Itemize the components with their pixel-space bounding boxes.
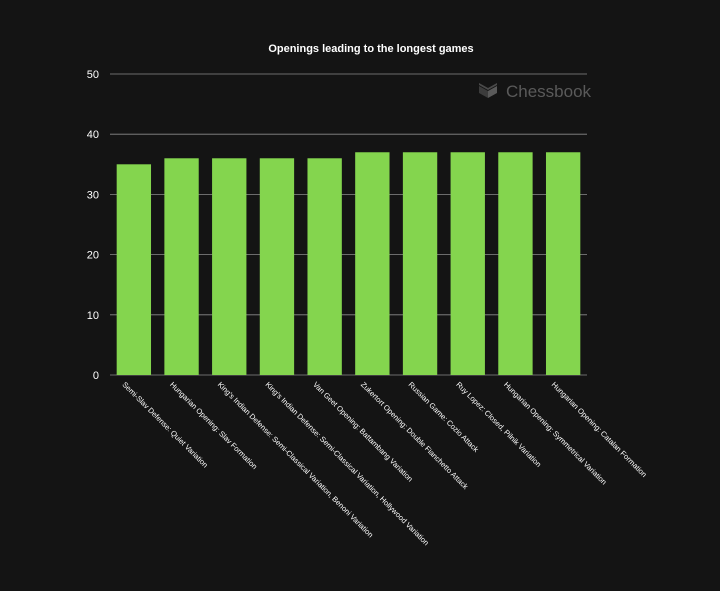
x-tick-label: King's Indian Defense: Semi-Classical Va… bbox=[264, 380, 431, 547]
x-tick-label: Hungarian Opening: Slav Formation bbox=[168, 380, 259, 471]
bar bbox=[164, 158, 199, 375]
bar bbox=[545, 152, 581, 375]
x-tick-label: Ruy Lopez: Closed, Pilnik Variation bbox=[454, 380, 543, 469]
y-tick-label: 30 bbox=[87, 189, 99, 201]
bars bbox=[116, 152, 581, 375]
bar bbox=[355, 152, 390, 375]
chart-title: Openings leading to the longest games bbox=[268, 43, 473, 55]
y-tick-label: 10 bbox=[87, 310, 99, 322]
chessbook-watermark: Chessbook bbox=[479, 82, 592, 101]
x-tick-label: Semi-Slav Defense: Quiet Variation bbox=[120, 380, 209, 469]
x-tick-label: Hungarian Opening: Symmetrical Variation bbox=[502, 380, 608, 486]
bar bbox=[259, 158, 295, 375]
bar bbox=[307, 158, 342, 375]
y-tick-label: 50 bbox=[87, 69, 99, 81]
bar bbox=[116, 164, 152, 375]
x-tick-label: Zukertort Opening: Double Fianchetto Att… bbox=[359, 380, 470, 491]
y-tick-label: 20 bbox=[87, 250, 99, 262]
chessbook-logo-icon bbox=[479, 83, 497, 98]
bar bbox=[450, 152, 485, 375]
x-tick-label: Hungarian Opening: Catalan Formation bbox=[550, 380, 649, 479]
y-axis-ticks: 0 10 20 30 40 50 bbox=[87, 69, 99, 382]
bar bbox=[402, 152, 438, 375]
y-tick-label: 40 bbox=[87, 129, 99, 141]
x-axis-ticks: Semi-Slav Defense: Quiet VariationHungar… bbox=[120, 380, 648, 547]
bar bbox=[498, 152, 533, 375]
y-tick-label: 0 bbox=[93, 370, 99, 382]
x-tick-label: King's Indian Defense: Semi-Classical Va… bbox=[216, 380, 375, 539]
watermark-text: Chessbook bbox=[506, 82, 592, 101]
bar bbox=[212, 158, 247, 375]
x-tick-label: Van Geet Opening: Battambang Variation bbox=[311, 380, 414, 483]
